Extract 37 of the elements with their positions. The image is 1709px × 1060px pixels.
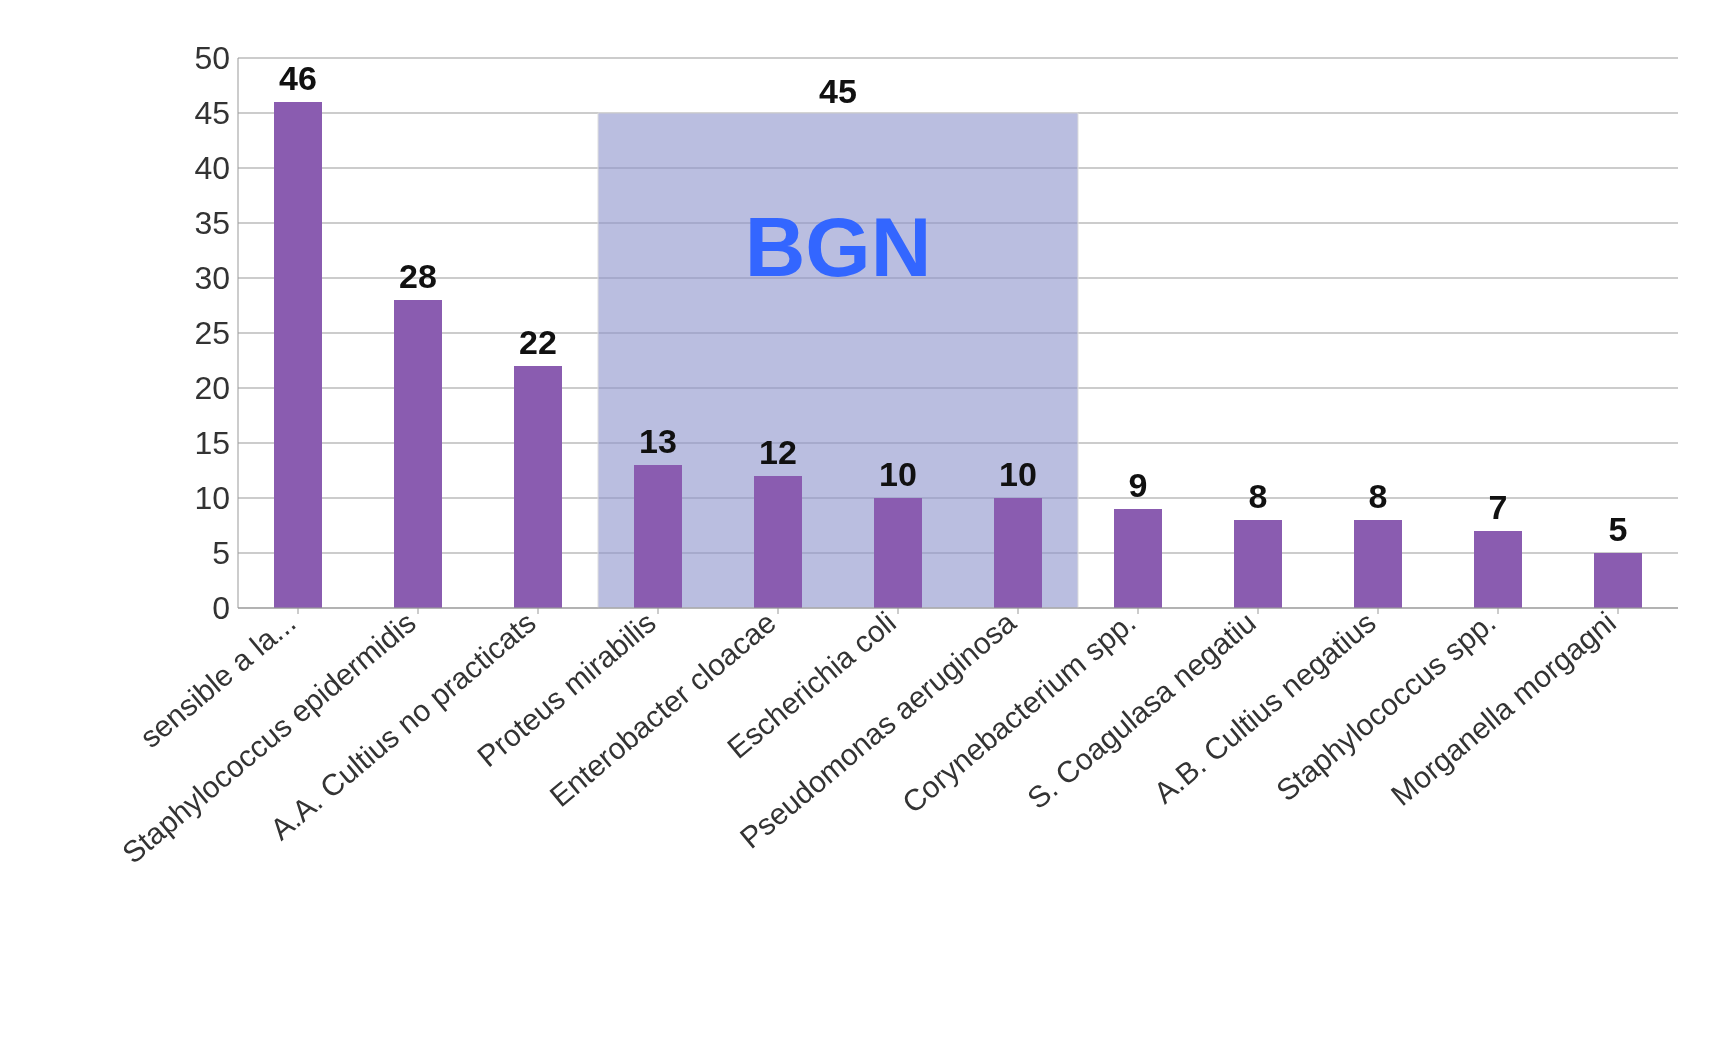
data-label: 8 xyxy=(1248,477,1268,515)
annotation: 45 xyxy=(819,72,857,110)
y-tick-label: 20 xyxy=(194,370,230,407)
data-label: 5 xyxy=(1608,510,1628,548)
bar xyxy=(994,498,1042,608)
bar xyxy=(274,102,322,608)
bar xyxy=(514,366,562,608)
bar xyxy=(874,498,922,608)
bar xyxy=(1354,520,1402,608)
y-tick-label: 35 xyxy=(194,205,230,242)
y-tick-label: 30 xyxy=(194,260,230,297)
bar xyxy=(754,476,802,608)
data-label: 28 xyxy=(399,257,437,295)
bar xyxy=(1594,553,1642,608)
bar xyxy=(394,300,442,608)
data-label: 46 xyxy=(279,59,317,97)
band-label: BGN xyxy=(744,200,932,295)
bar xyxy=(1474,531,1522,608)
data-label: 8 xyxy=(1368,477,1388,515)
data-label: 22 xyxy=(519,323,557,361)
y-tick-label: 15 xyxy=(194,425,230,462)
data-label: 9 xyxy=(1128,466,1148,504)
y-tick-label: 5 xyxy=(212,535,230,572)
y-tick-label: 40 xyxy=(194,150,230,187)
y-tick-label: 45 xyxy=(194,95,230,132)
data-label: 13 xyxy=(639,422,677,460)
data-label: 10 xyxy=(999,455,1037,493)
y-tick-label: 25 xyxy=(194,315,230,352)
bar xyxy=(634,465,682,608)
data-label: 10 xyxy=(879,455,917,493)
y-tick-label: 10 xyxy=(194,480,230,517)
bar xyxy=(1114,509,1162,608)
data-label: 12 xyxy=(759,433,797,471)
y-tick-label: 50 xyxy=(194,40,230,77)
y-tick-label: 0 xyxy=(212,590,230,627)
bar xyxy=(1234,520,1282,608)
data-label: 7 xyxy=(1488,488,1508,526)
